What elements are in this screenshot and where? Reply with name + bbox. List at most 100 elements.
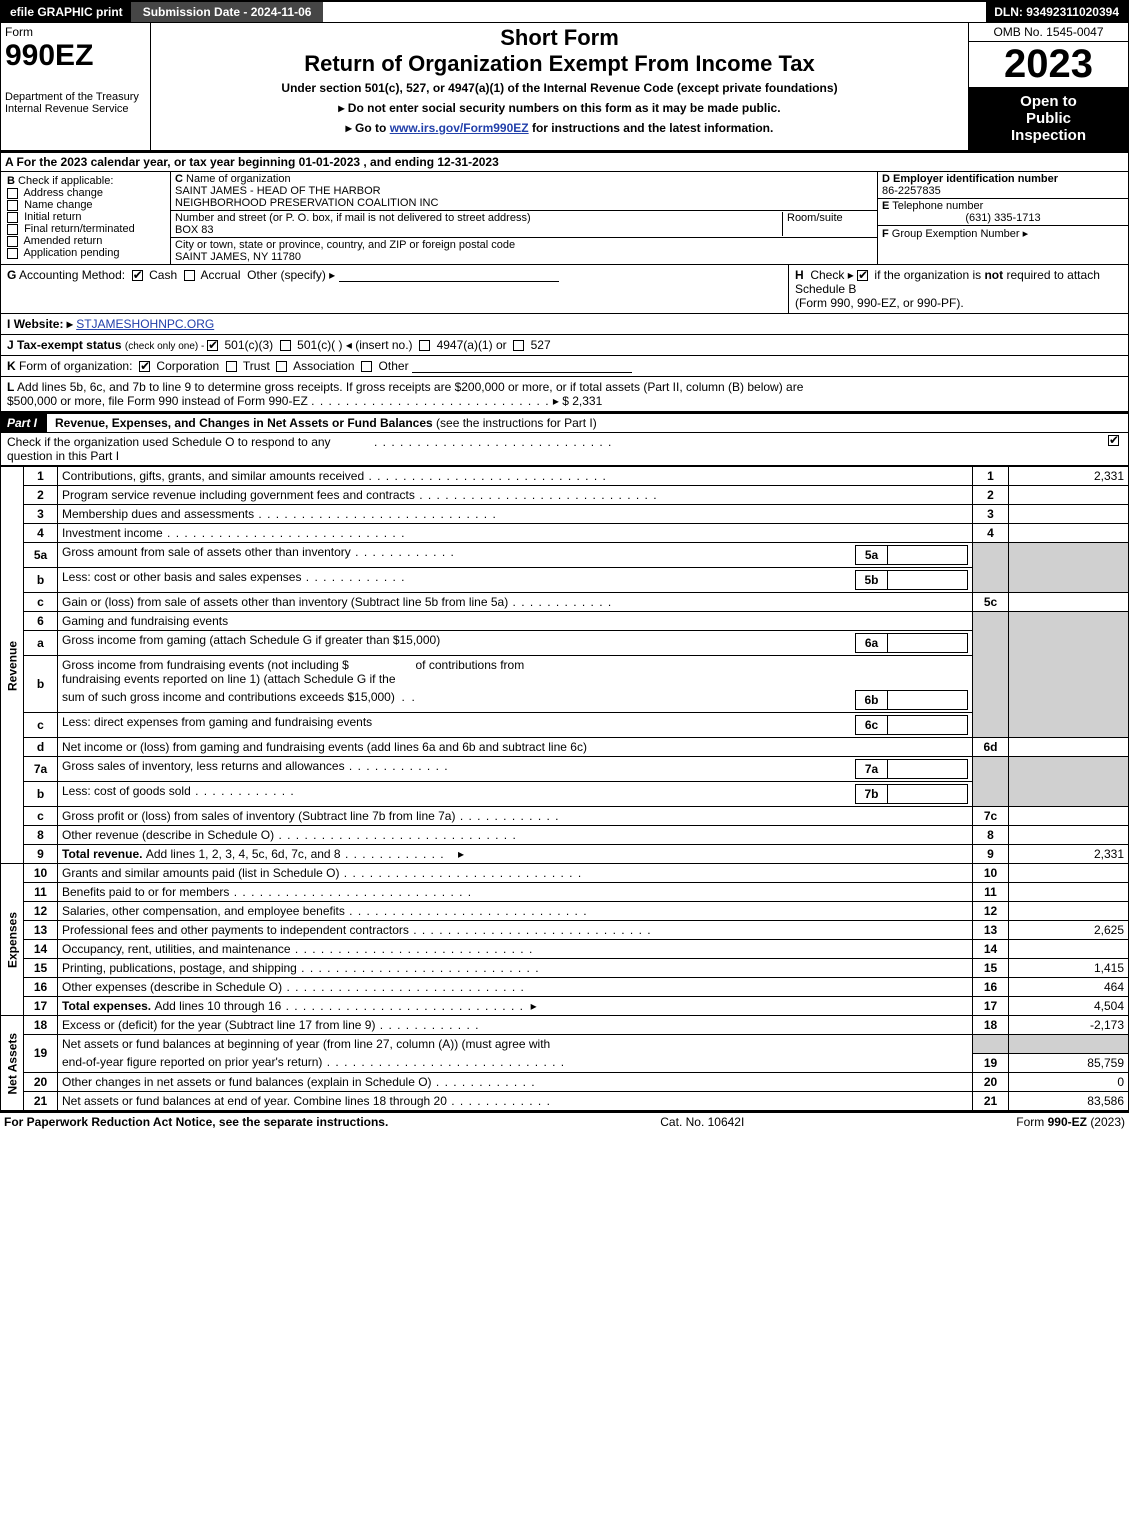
short-form: Short Form	[155, 25, 964, 51]
part1-check-row: Check if the organization used Schedule …	[0, 433, 1129, 466]
efile-print[interactable]: efile GRAPHIC print	[2, 2, 131, 22]
goto-line: ▸ Go to www.irs.gov/Form990EZ for instru…	[155, 121, 964, 135]
ln-6b-desc3: fundraising events reported on line 1) (…	[62, 672, 396, 686]
dln: DLN: 93492311020394	[986, 2, 1127, 22]
ln-6a-num: a	[24, 631, 58, 656]
ln-2-box: 2	[973, 486, 1009, 505]
ln-11-desc: Benefits paid to or for members	[62, 885, 472, 899]
ln-17-arrow: ▸	[531, 999, 537, 1013]
k-corp: Corporation	[156, 359, 219, 373]
line-6: 6Gaming and fundraising events	[1, 612, 1129, 631]
expenses-vlabel: Expenses	[1, 864, 24, 1016]
ln-6c-num: c	[24, 713, 58, 738]
ln-2-num: 2	[24, 486, 58, 505]
footer-right: Form 990-EZ (2023)	[1016, 1115, 1125, 1129]
checkbox-h[interactable]	[857, 270, 868, 281]
line-5a: 5a Gross amount from sale of assets other…	[1, 543, 1129, 568]
ln-6b-desc2: of contributions from	[416, 658, 525, 672]
ln-18-num: 18	[24, 1016, 58, 1035]
org-name-2: NEIGHBORHOOD PRESERVATION COALITION INC	[175, 197, 438, 209]
ln-6b-desc-cell: Gross income from fundraising events (no…	[58, 656, 973, 689]
ln-5a-num: 5a	[24, 543, 58, 568]
ln-6c-sub: 6c	[856, 716, 888, 735]
line-2: 2Program service revenue including gover…	[1, 486, 1129, 505]
checkbox-address-change[interactable]	[7, 188, 18, 199]
checkbox-corp[interactable]	[139, 361, 150, 372]
l-dots	[311, 394, 549, 408]
ln-7a-desc-cell: Gross sales of inventory, less returns a…	[58, 757, 973, 782]
h-text2: if the organization is	[874, 268, 984, 282]
goto-link[interactable]: www.irs.gov/Form990EZ	[390, 121, 529, 135]
ln-16-box: 16	[973, 978, 1009, 997]
ln-2-amt	[1009, 486, 1129, 505]
shade-6-amt	[1009, 612, 1129, 738]
ln-16-amt: 464	[1009, 978, 1129, 997]
ln-7b-num: b	[24, 782, 58, 807]
section-a: A For the 2023 calendar year, or tax yea…	[0, 151, 1129, 172]
ln-18-box: 18	[973, 1016, 1009, 1035]
city-value: SAINT JAMES, NY 11780	[175, 251, 301, 263]
checkbox-other-org[interactable]	[361, 361, 372, 372]
line-14: 14Occupancy, rent, utilities, and mainte…	[1, 940, 1129, 959]
b-label: B	[7, 175, 15, 187]
checkbox-527[interactable]	[513, 340, 524, 351]
checkbox-cash[interactable]	[132, 270, 143, 281]
checkbox-accrual[interactable]	[184, 270, 195, 281]
checkbox-name-change[interactable]	[7, 200, 18, 211]
other-specify-input[interactable]	[339, 270, 559, 282]
checkbox-final-return[interactable]	[7, 224, 18, 235]
ln-16-desc: Other expenses (describe in Schedule O)	[62, 980, 525, 994]
ln-1-desc: Contributions, gifts, grants, and simila…	[62, 469, 607, 483]
goto-post: for instructions and the latest informat…	[532, 121, 773, 135]
j-label: J	[7, 338, 14, 352]
checkbox-application-pending[interactable]	[7, 248, 18, 259]
arrow-icon: ▸	[338, 101, 347, 115]
checkbox-501c3[interactable]	[207, 340, 218, 351]
checkbox-part1-scho[interactable]	[1108, 435, 1119, 446]
ln-10-amt	[1009, 864, 1129, 883]
pill-3: Inspection	[973, 127, 1124, 144]
checkbox-trust[interactable]	[226, 361, 237, 372]
h-check-text: Check ▸	[810, 268, 853, 282]
ln-6d-desc: Net income or (loss) from gaming and fun…	[58, 738, 973, 757]
line-9: 9Total revenue. Add lines 1, 2, 3, 4, 5c…	[1, 845, 1129, 864]
internal-revenue: Internal Revenue Service	[5, 103, 146, 115]
l-amount: 2,331	[572, 394, 602, 408]
arrow-icon: ▸	[1023, 228, 1029, 240]
ln-7c-box: 7c	[973, 807, 1009, 826]
opt-final-return: Final return/terminated	[24, 223, 135, 235]
ln-1-box: 1	[973, 467, 1009, 486]
shade-7-amt	[1009, 757, 1129, 807]
checkbox-4947[interactable]	[419, 340, 430, 351]
k-other-input[interactable]	[412, 361, 632, 373]
part1-tag: Part I	[1, 414, 47, 432]
ln-14-num: 14	[24, 940, 58, 959]
ln-5b-num: b	[24, 568, 58, 593]
ln-7c-amt	[1009, 807, 1129, 826]
ln-7a-num: 7a	[24, 757, 58, 782]
pill-2: Public	[973, 110, 1124, 127]
ln-20-desc: Other changes in net assets or fund bala…	[62, 1075, 536, 1089]
ein-block: D Employer identification number 86-2257…	[878, 172, 1128, 198]
website-link[interactable]: STJAMESHOHNPC.ORG	[76, 317, 214, 331]
h-text4: (Form 990, 990-EZ, or 990-PF).	[795, 296, 964, 310]
l-label: L	[7, 380, 14, 394]
top-spacer	[323, 2, 986, 22]
check-if-applicable: Check if applicable:	[18, 175, 113, 187]
checkbox-assoc[interactable]	[276, 361, 287, 372]
checkbox-501c[interactable]	[280, 340, 291, 351]
j-4947: 4947(a)(1) or	[437, 338, 507, 352]
addr-block: Number and street (or P. O. box, if mail…	[171, 211, 877, 238]
ln-5a-desc: Gross amount from sale of assets other t…	[62, 545, 455, 559]
ln-6d-box: 6d	[973, 738, 1009, 757]
k-label: K	[7, 359, 16, 373]
checkbox-amended-return[interactable]	[7, 236, 18, 247]
opt-name-change: Name change	[24, 199, 93, 211]
opt-application-pending: Application pending	[23, 247, 119, 259]
ln-11-box: 11	[973, 883, 1009, 902]
checkbox-initial-return[interactable]	[7, 212, 18, 223]
ln-6b-desc-cell2: sum of such gross income and contributio…	[58, 688, 973, 713]
footer-right-bold: 990-EZ	[1048, 1115, 1087, 1129]
arrow-icon: ▸	[346, 121, 355, 135]
section-i: I Website: ▸ STJAMESHOHNPC.ORG	[0, 314, 1129, 335]
